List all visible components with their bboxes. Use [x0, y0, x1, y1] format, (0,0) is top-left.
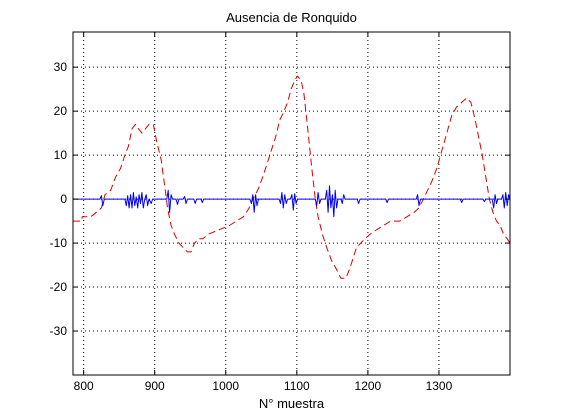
y-tick-label: -10 — [50, 236, 68, 250]
x-tick-label: 800 — [74, 379, 94, 393]
x-tick-label: 1200 — [355, 379, 382, 393]
x-axis-label: N° muestra — [259, 396, 325, 411]
series-line-red-dashed — [73, 75, 510, 279]
chart-title: Ausencia de Ronquido — [226, 10, 357, 25]
y-tick-label: 20 — [54, 104, 68, 118]
x-tick-label: 1000 — [212, 379, 239, 393]
x-tick-label: 1100 — [284, 379, 310, 393]
x-tick-label: 1300 — [426, 379, 453, 393]
y-tick-label: -20 — [50, 280, 68, 294]
x-tick-label: 900 — [145, 379, 165, 393]
series-line-blue-solid — [73, 185, 510, 218]
y-tick-label: 10 — [54, 148, 68, 162]
plot-frame — [72, 31, 511, 376]
y-tick-label: -30 — [50, 324, 68, 338]
y-tick-label: 30 — [54, 60, 68, 74]
series-layer — [73, 75, 510, 279]
axis-ticks: 800 900 1000 1100 1200 1300 -30 -20 -10 0 10 20 30 — [50, 32, 510, 393]
y-tick-label: 0 — [60, 192, 67, 206]
